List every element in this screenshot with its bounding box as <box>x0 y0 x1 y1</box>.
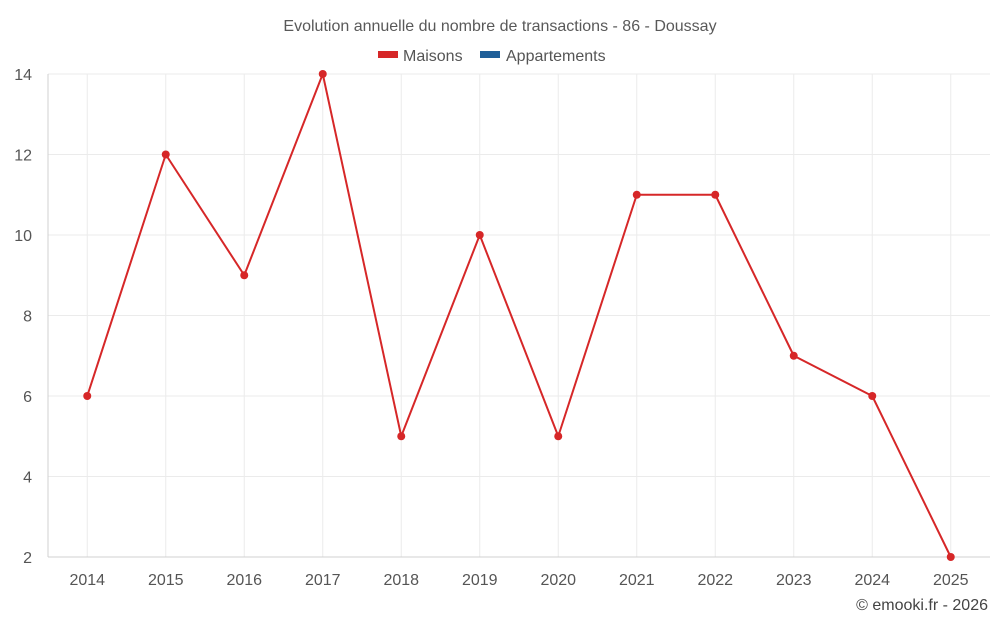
x-tick-label: 2016 <box>226 572 262 589</box>
y-axis-ticks: 2 4 6 8 10 12 14 <box>14 67 32 567</box>
x-tick-label: 2015 <box>148 572 184 589</box>
y-tick-label: 14 <box>14 67 32 84</box>
data-point-maisons-2015[interactable] <box>161 150 170 159</box>
series-line-maisons <box>86 73 952 558</box>
legend-item-maisons[interactable]: Maisons <box>378 48 463 65</box>
data-point-maisons-2021[interactable] <box>632 190 641 199</box>
x-tick-label: 2018 <box>383 572 419 589</box>
credit-text: © emooki.fr - 2026 <box>856 597 988 614</box>
chart-title: Evolution annuelle du nombre de transact… <box>283 18 716 35</box>
y-tick-label: 8 <box>23 309 32 326</box>
grid <box>48 73 990 558</box>
y-tick-label: 12 <box>14 148 32 165</box>
x-tick-label: 2024 <box>854 572 890 589</box>
series-maisons <box>83 70 955 561</box>
data-point-maisons-2016[interactable] <box>240 271 249 280</box>
data-point-maisons-2018[interactable] <box>397 432 406 441</box>
x-tick-label: 2021 <box>619 572 655 589</box>
y-tick-label: 2 <box>23 550 32 567</box>
y-tick-label: 4 <box>23 470 32 487</box>
x-tick-label: 2023 <box>776 572 812 589</box>
data-point-maisons-2020[interactable] <box>554 432 563 441</box>
x-tick-label: 2014 <box>69 572 105 589</box>
x-axis-ticks: 2014 2015 2016 2017 2018 2019 2020 2021 2022 2023… <box>69 572 968 589</box>
x-tick-label: 2025 <box>933 572 969 589</box>
legend-swatch-appartements <box>480 51 500 58</box>
y-tick-label: 6 <box>23 389 32 406</box>
legend-label-appartements: Appartements <box>506 48 606 65</box>
y-tick-label: 10 <box>14 228 32 245</box>
axes <box>47 74 990 558</box>
data-point-maisons-2014[interactable] <box>83 392 92 400</box>
data-point-maisons-2017[interactable] <box>318 70 327 78</box>
legend: Maisons Appartements <box>378 48 606 65</box>
data-point-maisons-2023[interactable] <box>789 351 798 360</box>
legend-label-maisons: Maisons <box>403 48 463 65</box>
data-point-maisons-2025[interactable] <box>946 553 955 561</box>
x-tick-label: 2019 <box>462 572 498 589</box>
x-tick-label: 2020 <box>540 572 576 589</box>
data-point-maisons-2024[interactable] <box>868 392 877 400</box>
x-tick-label: 2017 <box>305 572 341 589</box>
x-tick-label: 2022 <box>697 572 733 589</box>
data-point-maisons-2019[interactable] <box>475 231 484 239</box>
legend-item-appartements[interactable]: Appartements <box>480 48 606 65</box>
data-point-maisons-2022[interactable] <box>711 190 720 199</box>
legend-swatch-maisons <box>378 51 398 58</box>
